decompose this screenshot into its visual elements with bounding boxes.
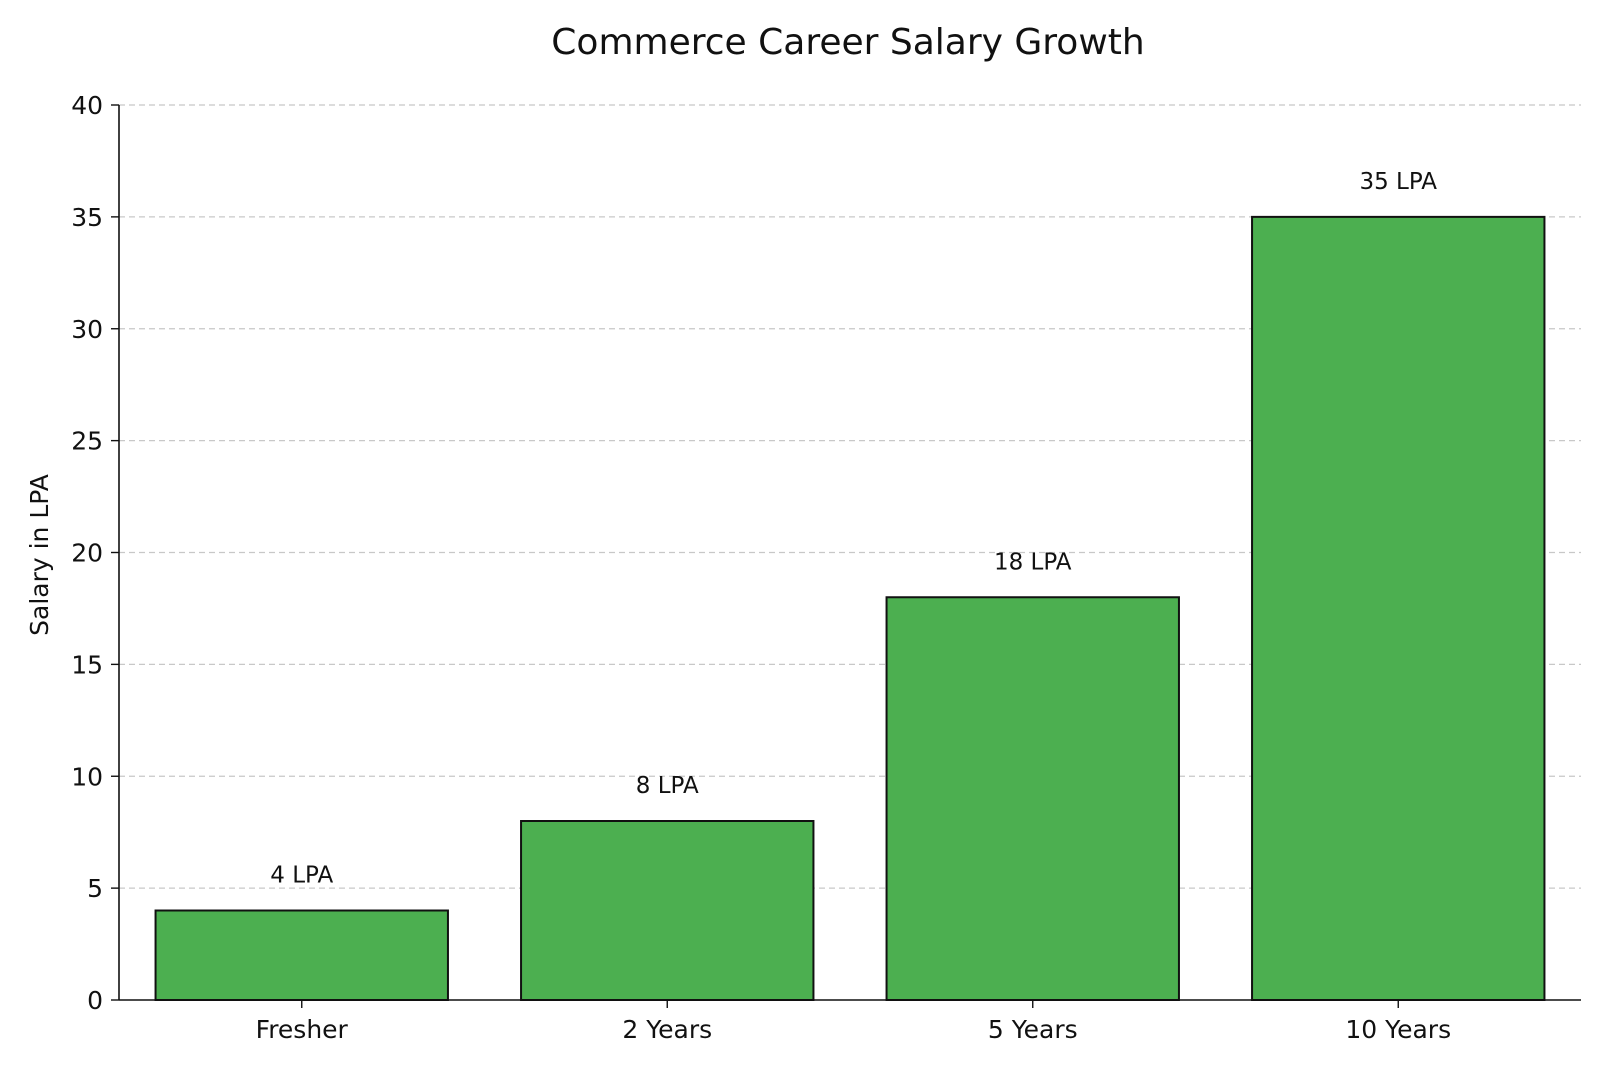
gridlines xyxy=(119,104,1581,889)
bar-2-years xyxy=(520,820,815,1001)
y-tick-label: 10 xyxy=(71,762,103,791)
y-tick-label: 20 xyxy=(71,539,103,568)
bar-10-years xyxy=(1251,215,1546,1001)
y-tick-label: 5 xyxy=(87,874,103,903)
bar-data-label: 18 LPA xyxy=(994,549,1072,575)
axes xyxy=(118,105,1581,1001)
x-tick-label: Fresher xyxy=(256,1015,349,1044)
bar-data-label: 8 LPA xyxy=(636,773,699,799)
x-tick-label: 5 Years xyxy=(988,1015,1078,1044)
y-tick-label: 40 xyxy=(71,91,103,120)
y-tick-label: 25 xyxy=(71,427,103,456)
bar-5-years xyxy=(885,596,1180,1001)
y-tick-label: 0 xyxy=(87,986,103,1015)
x-tick-label: 10 Years xyxy=(1345,1015,1451,1044)
bars: 4 LPA 8 LPA 18 LPA 35 LPA xyxy=(154,169,1546,1001)
y-axis-label: Salary in LPA xyxy=(25,474,54,636)
x-tick-label: 2 Years xyxy=(622,1015,712,1044)
bar-data-label: 35 LPA xyxy=(1359,169,1437,195)
x-axis-ticks: Fresher 2 Years 5 Years 10 Years xyxy=(256,1000,1451,1044)
y-tick-label: 30 xyxy=(71,315,103,344)
bar-data-label: 4 LPA xyxy=(270,863,333,889)
chart-title: Commerce Career Salary Growth xyxy=(551,22,1144,63)
y-tick-label: 35 xyxy=(71,203,103,232)
y-tick-label: 15 xyxy=(71,650,103,679)
bar-fresher xyxy=(154,909,449,1001)
y-axis-ticks: 0 5 10 15 20 25 30 35 40 xyxy=(71,91,119,1015)
